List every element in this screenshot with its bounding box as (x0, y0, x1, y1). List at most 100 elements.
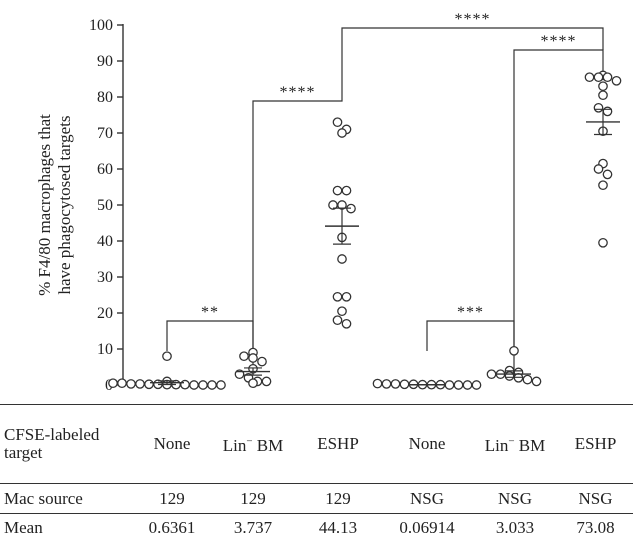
row-header-mean: Mean (0, 514, 132, 542)
summary-table: CFSE-labeled target None Lin− BM ESHP No… (0, 404, 633, 542)
y-tick-label: 100 (89, 17, 113, 34)
data-point (594, 73, 602, 81)
y-axis-title-line2: have phagocytosed targets (55, 115, 74, 294)
cell-target: Lin− BM (472, 405, 558, 484)
data-point (333, 316, 341, 324)
data-point (109, 379, 117, 387)
y-axis: 0102030405060708090100 (89, 17, 123, 394)
row-mac-source: Mac source 129 129 129 NSG NSG NSG (0, 484, 633, 514)
data-point (342, 186, 350, 194)
data-point (249, 354, 257, 362)
significance-label: ** (201, 304, 219, 321)
data-point (190, 381, 198, 389)
row-header-mac-source: Mac source (0, 484, 132, 514)
data-point (333, 186, 341, 194)
y-tick-label: 80 (97, 89, 113, 106)
data-point (391, 380, 399, 388)
data-point (599, 91, 607, 99)
significance-label: **** (541, 33, 577, 50)
data-point (208, 381, 216, 389)
cell-target: None (132, 405, 212, 484)
mean-sem-bars (150, 109, 620, 385)
y-tick-label: 60 (97, 161, 113, 178)
data-point (594, 165, 602, 173)
data-point (400, 380, 408, 388)
cell-mean: 3.737 (212, 514, 294, 542)
cell-mac-source: 129 (132, 484, 212, 514)
data-point (338, 255, 346, 263)
significance-label: **** (280, 84, 316, 101)
data-point (603, 170, 611, 178)
data-point (454, 381, 462, 389)
cell-target: ESHP (294, 405, 382, 484)
data-point (603, 107, 611, 115)
y-tick-label: 90 (97, 53, 113, 70)
significance-label: **** (455, 11, 491, 28)
lin-suffix: BM (253, 436, 284, 455)
data-points (109, 71, 621, 389)
cell-target: None (382, 405, 472, 484)
significance-bracket (427, 321, 514, 351)
data-point (217, 381, 225, 389)
data-point (585, 73, 593, 81)
y-tick-label: 70 (97, 125, 113, 142)
data-point (505, 372, 513, 380)
data-point (342, 320, 350, 328)
data-point (333, 118, 341, 126)
data-point (599, 181, 607, 189)
cell-mac-source: 129 (294, 484, 382, 514)
cell-mean: 44.13 (294, 514, 382, 542)
cell-mac-source: NSG (558, 484, 633, 514)
data-point (510, 347, 518, 355)
data-point (463, 381, 471, 389)
data-point (258, 357, 266, 365)
data-point (373, 379, 381, 387)
data-point (199, 381, 207, 389)
data-point (136, 380, 144, 388)
cell-mac-source: 129 (212, 484, 294, 514)
data-point (532, 377, 540, 385)
data-point (338, 129, 346, 137)
row-header-target: CFSE-labeled target (0, 405, 132, 484)
row-mean: Mean 0.6361 3.737 44.13 0.06914 3.033 73… (0, 514, 633, 542)
significance-bracket (253, 80, 342, 375)
data-point (338, 307, 346, 315)
data-point (249, 379, 257, 387)
y-tick-label: 30 (97, 269, 113, 286)
cell-mean: 3.033 (472, 514, 558, 542)
y-axis-title-line1: % F4/80 macrophages that (35, 114, 54, 296)
data-point (445, 381, 453, 389)
data-point (603, 73, 611, 81)
data-point (594, 104, 602, 112)
data-point (145, 380, 153, 388)
cell-mean: 73.08 (558, 514, 633, 542)
data-point (523, 375, 531, 383)
y-tick-label: 40 (97, 233, 113, 250)
y-tick-label: 20 (97, 305, 113, 322)
data-point (127, 380, 135, 388)
row-target: CFSE-labeled target None Lin− BM ESHP No… (0, 405, 633, 484)
significance-brackets: ***************** (167, 11, 603, 375)
data-point (163, 352, 171, 360)
data-point (612, 77, 620, 85)
data-point (333, 293, 341, 301)
data-point (118, 379, 126, 387)
cell-target: ESHP (558, 405, 633, 484)
cell-mean: 0.6361 (132, 514, 212, 542)
data-point (342, 293, 350, 301)
cell-target: Lin− BM (212, 405, 294, 484)
data-point (240, 352, 248, 360)
dot-plot: 0102030405060708090100 *****************… (0, 0, 633, 404)
data-point (599, 239, 607, 247)
lin-text: Lin (485, 436, 509, 455)
significance-label: *** (457, 304, 484, 321)
data-point (382, 380, 390, 388)
y-tick-label: 50 (97, 197, 113, 214)
cell-mean: 0.06914 (382, 514, 472, 542)
data-point (472, 381, 480, 389)
significance-bracket (514, 50, 603, 375)
data-point (262, 377, 270, 385)
data-point (181, 380, 189, 388)
lin-text: Lin (223, 436, 247, 455)
significance-bracket (167, 321, 253, 351)
